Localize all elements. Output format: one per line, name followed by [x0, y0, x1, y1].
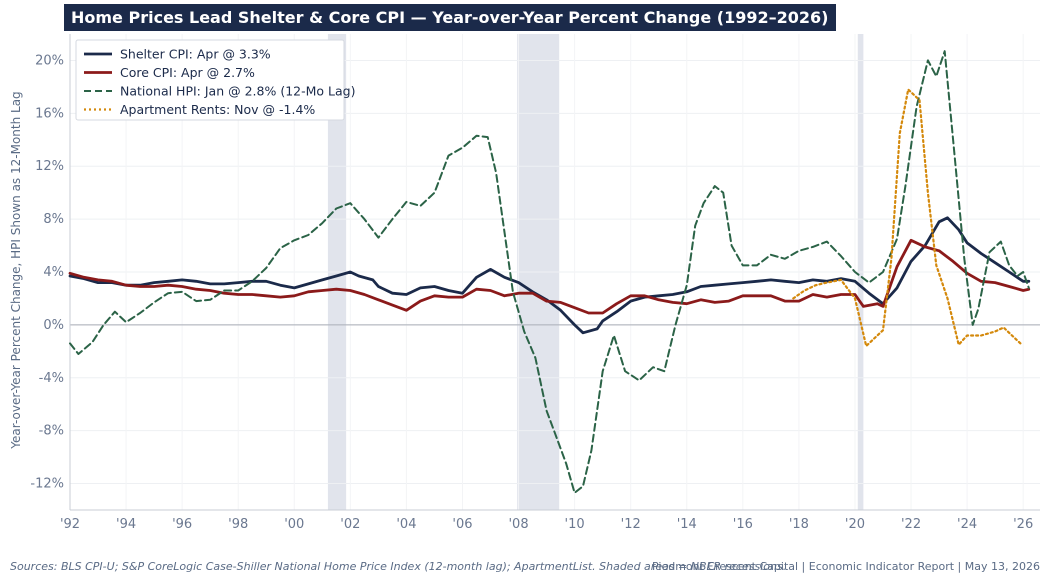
legend-label: Shelter CPI: Apr @ 3.3% [120, 47, 271, 62]
x-tick-label: '08 [508, 517, 528, 532]
legend-box [75, 39, 345, 121]
y-tick-label: 0% [43, 318, 64, 333]
y-tick-label: 20% [35, 53, 64, 68]
x-tick-label: '00 [284, 517, 304, 532]
y-tick-label: 8% [43, 212, 64, 227]
y-tick-label: 12% [35, 159, 64, 174]
report-credit: Piedmont Crescent Capital | Economic Ind… [652, 560, 1040, 573]
y-tick-label: -4% [39, 371, 64, 386]
x-tick-label: '96 [172, 517, 192, 532]
legend-label: Apartment Rents: Nov @ -1.4% [120, 102, 315, 117]
x-tick-label: '06 [452, 517, 472, 532]
legend-label: Core CPI: Apr @ 2.7% [120, 65, 255, 80]
tick-labels: 20% 16% 12% 8% 4% 0% -4% -8% -12% '92 '94 '96 '98 '00… [30, 53, 1033, 532]
x-tick-label: '02 [340, 517, 360, 532]
series-line-3 [69, 50, 1030, 494]
source-note: Sources: BLS CPI-U; S&P CoreLogic Case-S… [10, 560, 787, 573]
x-tick-label: '18 [789, 517, 809, 532]
x-tick-label: '24 [957, 517, 977, 532]
y-tick-label: -8% [39, 424, 64, 439]
x-tick-label: '22 [901, 517, 921, 532]
x-tick-label: '94 [116, 517, 136, 532]
x-tick-label: '98 [228, 517, 248, 532]
y-tick-label: 4% [43, 265, 64, 280]
y-tick-label: 16% [35, 106, 64, 121]
x-tick-label: '16 [733, 517, 753, 532]
x-tick-label: '04 [396, 517, 416, 532]
x-tick-label: '12 [621, 517, 641, 532]
series-line-2 [68, 238, 1031, 315]
series-lines [68, 50, 1031, 494]
x-tick-label: '20 [845, 517, 865, 532]
legend: Shelter CPI: Apr @ 3.3% Core CPI: Apr @ 2… [75, 39, 355, 121]
x-tick-label: '92 [60, 517, 80, 532]
y-tick-label: -12% [30, 477, 64, 492]
y-axis-title: Year-over-Year Percent Change, HPI Shown… [9, 91, 23, 449]
legend-label: National HPI: Jan @ 2.8% (12-Mo Lag) [120, 84, 355, 99]
series-line-4 [792, 88, 1022, 348]
chart-title: Home Prices Lead Shelter & Core CPI — Ye… [64, 4, 836, 31]
x-tick-label: '10 [565, 517, 585, 532]
x-tick-label: '26 [1013, 517, 1033, 532]
x-tick-label: '14 [677, 517, 697, 532]
